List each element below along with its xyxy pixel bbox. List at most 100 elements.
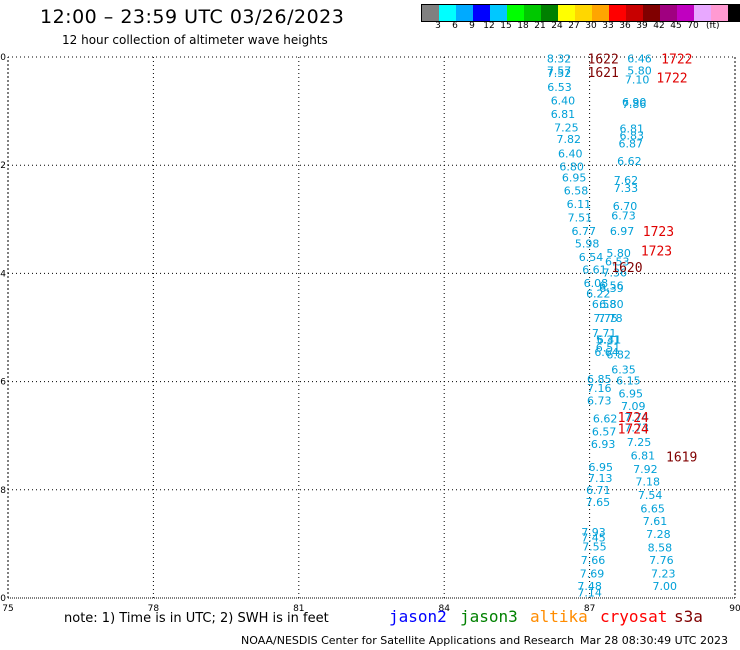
wave-height-label: 6.97 <box>610 225 635 238</box>
wave-height-label: 7.36 <box>603 266 628 279</box>
satellite-s3a-label: s3a <box>674 607 703 626</box>
wave-height-label: 6.58 <box>564 185 589 198</box>
wave-height-label: 6.93 <box>591 438 616 451</box>
wave-height-label: 6.46 <box>627 53 652 66</box>
footer-note: note: 1) Time is in UTC; 2) SWH is in fe… <box>64 611 329 626</box>
wave-height-label: 7.13 <box>588 472 613 485</box>
wave-height-label: 6.87 <box>619 138 644 151</box>
y-tick-label: -14 <box>0 269 6 279</box>
legend-swatch <box>677 5 694 21</box>
legend-tick-label: 9 <box>469 21 475 31</box>
wave-height-label: 7.75 <box>593 312 618 325</box>
pass-time-label: 1724 <box>618 411 649 426</box>
wave-height-label: 7.65 <box>586 496 611 509</box>
satellite-jason3-label: jason3 <box>460 607 518 626</box>
pass-time-label: 1723 <box>643 225 674 240</box>
legend-tick-label: 24 <box>551 21 563 31</box>
y-tick-label: -10 <box>0 53 6 63</box>
wave-height-label: 7.62 <box>614 174 639 187</box>
legend-tick-label: 18 <box>517 21 529 31</box>
wave-height-label: 6.39 <box>599 282 624 295</box>
wave-height-label: 7.28 <box>646 528 671 541</box>
pass-time-label: 1723 <box>641 245 672 260</box>
wave-height-label: 6.40 <box>551 94 576 107</box>
wave-height-label: 7.55 <box>582 541 607 554</box>
legend-swatch <box>439 5 456 21</box>
wave-height-label: 7.52 <box>547 67 572 80</box>
y-tick-label: -12 <box>0 161 6 171</box>
x-tick-label: 81 <box>293 604 304 614</box>
wave-height-label: 5.98 <box>575 238 600 251</box>
legend-swatch <box>728 5 740 21</box>
wave-height-label: 6.54 <box>579 251 604 264</box>
wave-readings: 8.327.577.526.536.406.817.257.826.406.80… <box>547 53 677 600</box>
legend-tick-label: 70 <box>687 21 699 31</box>
wave-height-label: 6.95 <box>619 388 644 401</box>
wave-height-label: 7.33 <box>614 182 639 195</box>
legend-tick-label: 33 <box>602 21 614 31</box>
wave-height-label: 6.85 <box>587 373 612 386</box>
wave-height-label: 6.73 <box>587 395 612 408</box>
wave-height-label: 7.66 <box>581 554 606 567</box>
wave-height-label: 7.09 <box>621 400 646 413</box>
wave-height-label: 6.57 <box>592 425 617 438</box>
wave-height-label: 8.58 <box>648 542 673 555</box>
legend-tick-label: 3 <box>435 21 441 31</box>
wave-height-label: 7.69 <box>580 568 605 581</box>
wave-height-label: 7.45 <box>581 531 606 544</box>
wave-height-label: 7.48 <box>577 580 602 593</box>
wave-height-label: 6.53 <box>547 81 572 94</box>
wave-height-label: 7.25 <box>554 121 579 134</box>
wave-height-label: 7.10 <box>625 74 650 87</box>
wave-height-label: 6.80 <box>559 160 584 173</box>
wave-height-label: 7.73 <box>624 422 649 435</box>
color-scale-unit: (ft) <box>706 21 720 31</box>
wave-height-label: 7.92 <box>633 463 658 476</box>
wave-height-label: 6.82 <box>606 349 631 362</box>
legend-swatch <box>643 5 660 21</box>
wave-height-label: 7.25 <box>627 436 652 449</box>
x-tick-label: 78 <box>148 604 160 614</box>
legend-swatch <box>541 5 558 21</box>
wave-height-label: 6.81 <box>620 122 645 135</box>
wave-height-label: 7.57 <box>547 65 572 78</box>
wave-height-label: 6.73 <box>611 210 636 223</box>
legend-swatch <box>422 5 439 21</box>
legend-tick-label: 39 <box>636 21 648 31</box>
legend-tick-label: 27 <box>568 21 580 31</box>
wave-height-label: 7.74 <box>624 411 649 424</box>
legend-swatch <box>473 5 490 21</box>
legend-swatch <box>507 5 524 21</box>
legend-swatch <box>575 5 592 21</box>
wave-height-label: 6.41 <box>597 333 622 346</box>
wave-height-label: 7.00 <box>652 580 677 593</box>
legend-swatch <box>626 5 643 21</box>
pass-time-label: 1622 <box>588 53 619 68</box>
legend-swatch <box>609 5 626 21</box>
wave-height-label: 7.61 <box>643 515 668 528</box>
y-tick-label: -16 <box>0 378 6 388</box>
pass-time-label: 1722 <box>656 72 687 87</box>
legend-swatch <box>490 5 507 21</box>
legend-swatch <box>592 5 609 21</box>
legend-swatch <box>660 5 677 21</box>
wave-height-label: 7.82 <box>557 133 582 146</box>
wave-height-label: 7.86 <box>622 98 647 111</box>
legend-tick-label: 42 <box>653 21 665 31</box>
wave-height-label: 6.08 <box>584 277 609 290</box>
x-tick-label: 90 <box>729 604 740 614</box>
wave-height-label: 6.90 <box>622 96 647 109</box>
wave-height-label: 7.18 <box>636 476 661 489</box>
wave-height-label: 6.81 <box>551 108 576 121</box>
legend-swatch <box>558 5 575 21</box>
y-tick-label: -18 <box>0 486 6 496</box>
wave-height-label: 6.58 <box>592 298 617 311</box>
legend-swatch <box>694 5 711 21</box>
legend-tick-label: 15 <box>500 21 512 31</box>
wave-height-label: 7.71 <box>592 327 617 340</box>
pass-time-label: 1619 <box>666 450 697 465</box>
legend-tick-label: 45 <box>670 21 682 31</box>
legend-tick-label: 30 <box>585 21 597 31</box>
